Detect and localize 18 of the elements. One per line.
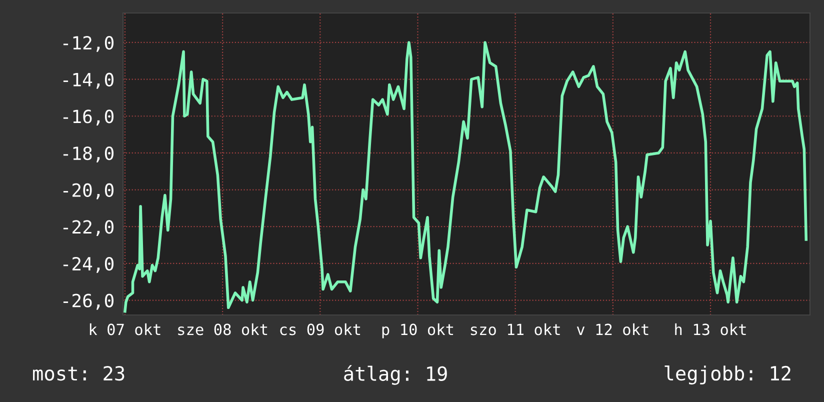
x-tick-label: p 10 okt [382,323,454,338]
y-tick-label: -16,0 [63,110,114,126]
text: most: 23 [33,366,124,381]
x-tick-label: szo 11 okt [470,323,560,336]
x-tick-label: cs 09 okt [280,323,360,336]
x-tick-label: v 12 okt [576,323,648,336]
y-tick-label: -24,0 [63,256,114,273]
y-tick-label: -12,0 [63,36,114,52]
text: átlag: 19 [344,365,447,385]
y-tick-label: -14,0 [63,72,114,89]
y-tick-label: -20,0 [63,183,114,200]
y-tick-label: -22,0 [63,220,114,236]
y-tick-label: -26,0 [63,294,114,310]
text: legjobb: 12 [664,365,790,385]
y-tick-label: -18,0 [63,146,114,162]
x-tick-label: sze 08 okt [178,323,268,336]
x-tick-label: k 07 okt [90,323,160,336]
x-tick-label: h 13 okt [675,323,746,336]
